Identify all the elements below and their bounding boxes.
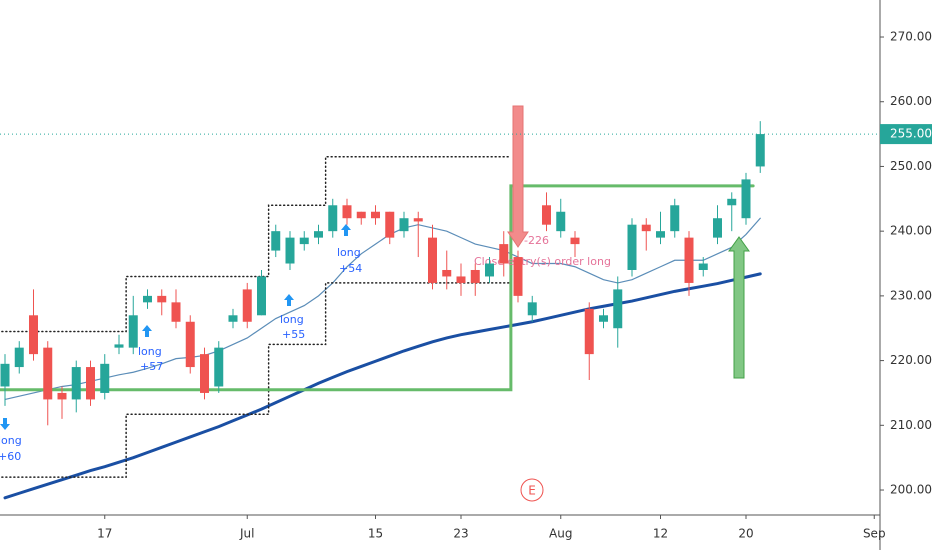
long-label: long <box>138 345 162 358</box>
long-label: long <box>0 434 22 447</box>
moving-average <box>3 272 762 500</box>
candle-body <box>513 257 523 296</box>
candle-body <box>200 354 209 393</box>
long-marker <box>341 224 351 236</box>
candle-body <box>385 211 395 238</box>
last-price-box <box>880 124 932 145</box>
earnings-badge[interactable] <box>520 478 544 502</box>
x-tick-label: 17 <box>97 527 112 541</box>
candle-body <box>656 231 665 238</box>
candle-body <box>100 363 110 393</box>
candle-body <box>442 269 452 277</box>
candle-body <box>71 367 81 400</box>
candle-body <box>214 347 224 387</box>
candle-body <box>157 295 167 303</box>
long-marker <box>142 325 152 337</box>
candle-body <box>399 218 409 232</box>
long-marker <box>284 294 294 306</box>
plot-area <box>0 155 762 500</box>
candle-body <box>641 224 651 232</box>
candle-body <box>143 295 152 303</box>
candle-body <box>29 315 38 355</box>
long-label: long <box>337 246 361 259</box>
step-line <box>0 282 512 478</box>
y-tick-label: 210.00 <box>890 418 932 432</box>
candle-body <box>328 205 338 232</box>
y-tick-label: 270.00 <box>890 30 932 44</box>
x-tick-label: 12 <box>653 527 668 541</box>
candle-body <box>0 363 10 387</box>
step-line <box>0 184 755 392</box>
candle-body <box>43 347 53 400</box>
candle-body <box>371 211 380 219</box>
x-tick-label: 20 <box>738 527 753 541</box>
long-label: long <box>280 313 304 326</box>
candle-body <box>271 231 281 251</box>
candle-body <box>470 269 480 283</box>
long-amount: +54 <box>339 262 362 275</box>
candle-body <box>456 276 466 283</box>
long-amount: +55 <box>282 328 305 341</box>
candle-body <box>727 198 737 206</box>
long-marker <box>0 418 10 430</box>
earnings-label[interactable]: E <box>528 484 536 498</box>
candle-body <box>485 263 494 277</box>
candle-body <box>285 237 295 264</box>
step-line <box>0 155 512 333</box>
candle-body <box>342 205 352 219</box>
candle-body <box>670 205 680 232</box>
exit-arrow <box>507 105 529 248</box>
x-tick-label: 15 <box>368 527 383 541</box>
x-tick-label: Sep <box>863 527 886 541</box>
candle-body <box>613 289 623 329</box>
candle-body <box>314 231 323 238</box>
candle-body <box>128 315 138 348</box>
y-tick-label: 260.00 <box>890 94 932 108</box>
candle-body <box>14 347 24 368</box>
long-amount: +60 <box>0 450 21 463</box>
y-tick-label: 200.00 <box>890 483 932 497</box>
candle-body <box>542 205 551 225</box>
candle-body <box>114 344 124 348</box>
close-amount: -226 <box>524 234 549 247</box>
candle-body <box>627 224 637 270</box>
candle-body <box>57 392 67 400</box>
candle-body <box>556 211 566 232</box>
candle-body <box>698 263 708 270</box>
candle-body <box>228 315 238 322</box>
x-tick-label: 23 <box>453 527 468 541</box>
long-amount: +57 <box>140 360 163 373</box>
entry-arrow <box>728 236 750 379</box>
candle-body <box>527 302 537 316</box>
close-label: Close entry(s) order long <box>474 255 611 268</box>
last-price-label: 255.00 <box>890 127 932 141</box>
moving-average <box>4 217 761 401</box>
x-tick-label: Aug <box>549 527 572 541</box>
candle-body <box>171 302 181 322</box>
candle-body <box>584 308 594 355</box>
candle-body <box>755 134 765 167</box>
candle-body <box>741 179 751 219</box>
candle-body <box>599 315 608 322</box>
candle-body <box>356 211 366 219</box>
candle-body <box>185 321 195 368</box>
x-tick-label: Jul <box>239 527 254 541</box>
candle-body <box>413 218 423 222</box>
candle-body <box>428 237 437 283</box>
y-tick-label: 240.00 <box>890 224 932 238</box>
candle-body <box>499 244 509 264</box>
y-tick-label: 250.00 <box>890 159 932 173</box>
candle-body <box>299 237 309 245</box>
y-tick-label: 220.00 <box>890 353 932 367</box>
candle-body <box>684 237 694 283</box>
candle-body <box>242 289 252 322</box>
candle-body <box>257 276 266 316</box>
candle-body <box>570 237 580 245</box>
candle-body <box>713 218 722 238</box>
candle-body <box>86 367 95 400</box>
y-tick-label: 230.00 <box>890 288 932 302</box>
